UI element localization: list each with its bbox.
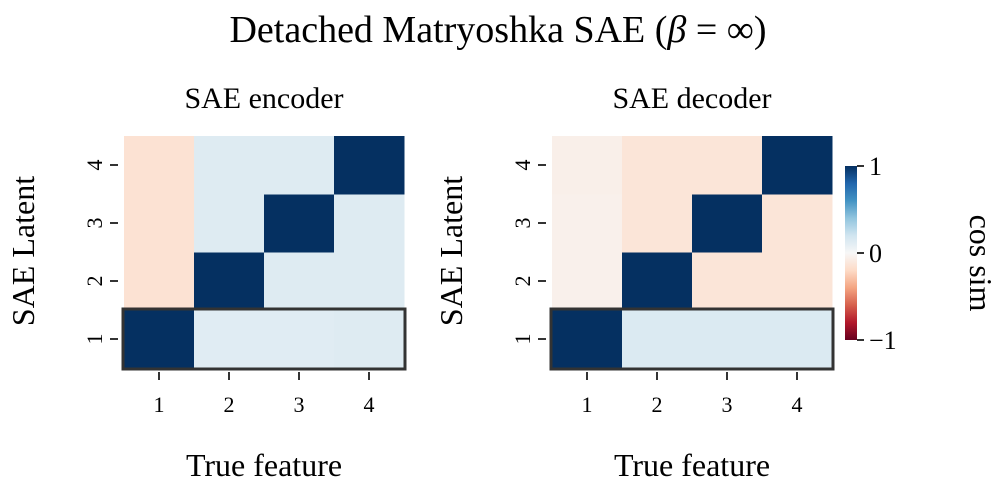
decoder-cell-r4-c1: [552, 136, 623, 195]
decoder-cell-r3-c2: [622, 194, 693, 253]
decoder-cell-r3-c3: [692, 194, 763, 253]
encoder-cell-r1-c2: [194, 310, 265, 369]
colorbar-ticks: 1 0 −1: [857, 152, 897, 355]
encoder-cell-r4-c2: [194, 136, 265, 195]
encoder-cell-r4-c4: [334, 136, 405, 195]
decoder-xtick-label: 1: [582, 392, 593, 417]
decoder-cell-r4-c3: [692, 136, 763, 195]
decoder-xtick-label: 2: [652, 392, 663, 417]
decoder-ytick-label: 4: [510, 160, 535, 171]
encoder-cell-r2-c4: [334, 252, 405, 311]
encoder-axes: 1 2 3 4 1 2 3 4: [82, 160, 407, 417]
encoder-highlight-box: [121, 307, 407, 371]
decoder-cell-r1-c2: [622, 310, 693, 369]
decoder-cell-r2-c2: [622, 252, 693, 311]
encoder-cell-r3-c2: [194, 194, 265, 253]
figure-title: Detached Matryoshka SAE (β = ∞): [229, 9, 766, 51]
encoder-xtick-label: 2: [224, 392, 235, 417]
colorbar-tick-label: 1: [869, 152, 882, 181]
decoder-cell-r1-c3: [692, 310, 763, 369]
colorbar-gradient: [845, 166, 857, 340]
encoder-cell-r2-c3: [264, 252, 335, 311]
decoder-heatmap-cells: [552, 136, 833, 369]
encoder-heatmap-panel: SAE encoder 1 2 3 4 1 2 3 4 True feature SAE La…: [5, 82, 407, 483]
encoder-cell-r1-c4: [334, 310, 405, 369]
decoder-heatmap-panel: SAE decoder 1 2 3 4 1 2 3 4 True feature SAE La…: [433, 82, 835, 483]
encoder-ytick-label: 2: [82, 276, 107, 287]
figure-title-eq: = ∞): [686, 9, 766, 51]
encoder-ytick-label: 3: [82, 218, 107, 229]
decoder-ytick-label: 2: [510, 276, 535, 287]
colorbar: 1 0 −1 cos sim: [845, 152, 997, 355]
decoder-cell-r1-c1: [552, 310, 623, 369]
encoder-ylabel: SAE Latent: [5, 176, 41, 326]
encoder-xtick-label: 4: [364, 392, 375, 417]
encoder-cell-r1-c3: [264, 310, 335, 369]
encoder-panel-title: SAE encoder: [184, 82, 343, 115]
decoder-xlabel: True feature: [614, 447, 770, 483]
decoder-cell-r4-c4: [762, 136, 833, 195]
decoder-cell-r2-c4: [762, 252, 833, 311]
encoder-cell-r2-c2: [194, 252, 265, 311]
colorbar-tick-label: −1: [869, 326, 897, 355]
decoder-xtick-label: 4: [792, 392, 803, 417]
decoder-panel-title: SAE decoder: [612, 82, 771, 115]
encoder-cell-r4-c3: [264, 136, 335, 195]
encoder-ytick-label: 1: [82, 334, 107, 345]
decoder-highlight-box: [549, 307, 835, 371]
decoder-cell-r4-c2: [622, 136, 693, 195]
figure-title-beta: β: [666, 9, 686, 51]
decoder-cell-r1-c4: [762, 310, 833, 369]
decoder-cell-r2-c3: [692, 252, 763, 311]
encoder-xtick-label: 3: [294, 392, 305, 417]
encoder-cell-r2-c1: [124, 252, 195, 311]
encoder-xtick-label: 1: [154, 392, 165, 417]
decoder-cell-r2-c1: [552, 252, 623, 311]
encoder-xlabel: True feature: [186, 447, 342, 483]
figure-title-text: Detached Matryoshka SAE (: [229, 9, 667, 51]
decoder-ytick-label: 3: [510, 218, 535, 229]
colorbar-tick-label: 0: [869, 239, 882, 268]
encoder-cell-r3-c3: [264, 194, 335, 253]
encoder-cell-r1-c1: [124, 310, 195, 369]
decoder-axes: 1 2 3 4 1 2 3 4: [510, 160, 835, 417]
decoder-cell-r3-c4: [762, 194, 833, 253]
encoder-ytick-label: 4: [82, 160, 107, 171]
decoder-cell-r3-c1: [552, 194, 623, 253]
encoder-cell-r3-c4: [334, 194, 405, 253]
encoder-heatmap-cells: [124, 136, 405, 369]
decoder-ytick-label: 1: [510, 334, 535, 345]
decoder-xtick-label: 3: [722, 392, 733, 417]
colorbar-label: cos sim: [963, 215, 997, 312]
encoder-cell-r4-c1: [124, 136, 195, 195]
decoder-ylabel-shared: SAE Latent: [433, 176, 469, 326]
encoder-cell-r3-c1: [124, 194, 195, 253]
